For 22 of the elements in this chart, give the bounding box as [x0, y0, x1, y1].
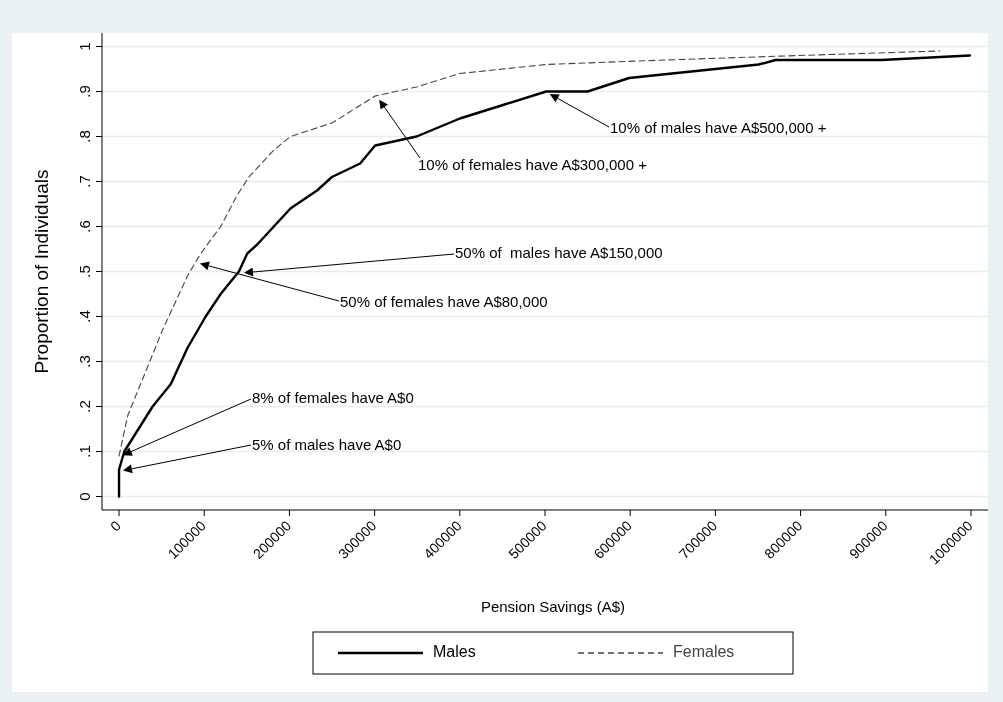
y-tick-label: 1: [76, 42, 93, 51]
annotation: 8% of females have A$0: [252, 389, 414, 406]
annotation: 5% of males have A$0: [252, 436, 402, 453]
y-tick-label: .5: [76, 265, 93, 278]
x-tick-label: 0: [106, 517, 124, 535]
y-tick-label: .7: [76, 175, 93, 188]
y-tick-label: 0: [76, 492, 93, 501]
x-axis-title: Pension Savings (A$): [480, 598, 626, 615]
y-tick-label: .6: [76, 220, 93, 233]
y-tick-label: .4: [76, 310, 93, 323]
text: Females: [673, 643, 735, 661]
y-tick-label: .8: [76, 130, 93, 143]
y-axis-title: Proportion of Individuals: [31, 169, 52, 374]
y-tick-label: .9: [76, 85, 93, 98]
y-tick-label: .3: [76, 355, 93, 368]
annotation: 50% of males have A$150,000: [455, 244, 663, 261]
text: Males: [433, 643, 476, 661]
annotation: 50% of females have A$80,000: [340, 293, 548, 310]
y-tick-label: .1: [76, 445, 93, 458]
annotation: 10% of males have A$500,000 +: [610, 119, 827, 136]
y-tick-label: .2: [76, 400, 93, 413]
annotation: 10% of females have A$300,000 +: [418, 156, 648, 173]
